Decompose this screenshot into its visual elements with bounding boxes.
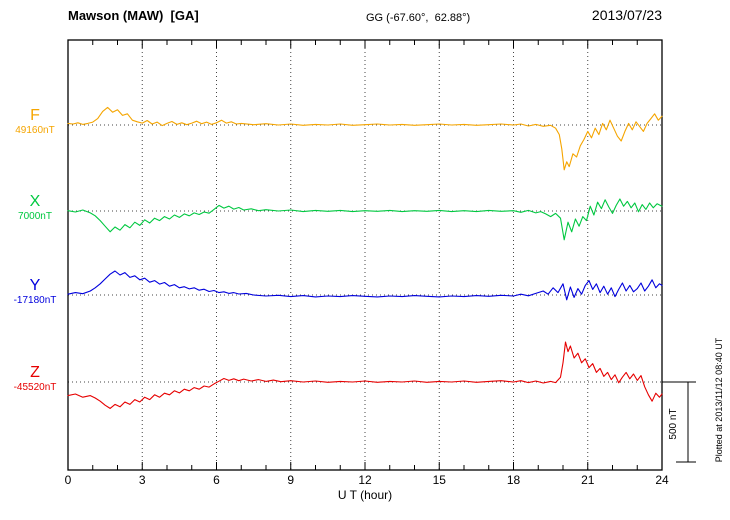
x-tick-label: 18 (506, 473, 521, 487)
x-tick-label: 3 (138, 473, 146, 487)
trace-X (67, 198, 663, 241)
x-tick-label: 12 (358, 473, 372, 487)
baseline-value: -45520nT (13, 382, 57, 393)
component-letter: X (29, 193, 41, 210)
baseline-value: 7000nT (18, 211, 52, 222)
x-tick-label: 0 (64, 473, 72, 487)
plotted-at-note: Plotted at 2013/11/12 08:40 UT (714, 337, 724, 462)
station-title: Mawson (MAW) [GA] (68, 8, 199, 23)
x-axis-label: U T (hour) (337, 488, 393, 502)
trace-F (67, 106, 663, 171)
component-label-X: X 7000nT (6, 193, 64, 222)
component-label-Y: Y -17180nT (6, 277, 64, 306)
component-label-F: F 49160nT (6, 107, 64, 136)
baseline-value: -17180nT (13, 295, 57, 306)
geo-coords: GG (-67.60°, 62.88°) (366, 12, 471, 24)
trace-Y (67, 270, 663, 301)
x-tick-label: 6 (213, 473, 220, 487)
scale-bar-label: 500 nT (668, 408, 679, 439)
x-tick-label: 24 (655, 473, 669, 487)
plot-frame (67, 39, 663, 471)
x-tick-labels: 0 3 6 9 12 15 18 21 24 (0, 473, 730, 489)
component-letter: Y (29, 277, 41, 294)
x-tick-label: 9 (287, 473, 295, 487)
component-letter: Z (30, 364, 40, 381)
component-label-Z: Z -45520nT (6, 364, 64, 393)
plot-date: 2013/07/23 (591, 7, 662, 23)
trace-Z (67, 341, 663, 409)
x-tick-label: 21 (581, 473, 595, 487)
component-letter: F (30, 107, 40, 124)
series-labels: F 49160nT X 7000nT Y -17180nT Z -45520nT (0, 0, 68, 520)
baseline-value: 49160nT (15, 125, 55, 136)
x-tick-label: 15 (432, 473, 446, 487)
